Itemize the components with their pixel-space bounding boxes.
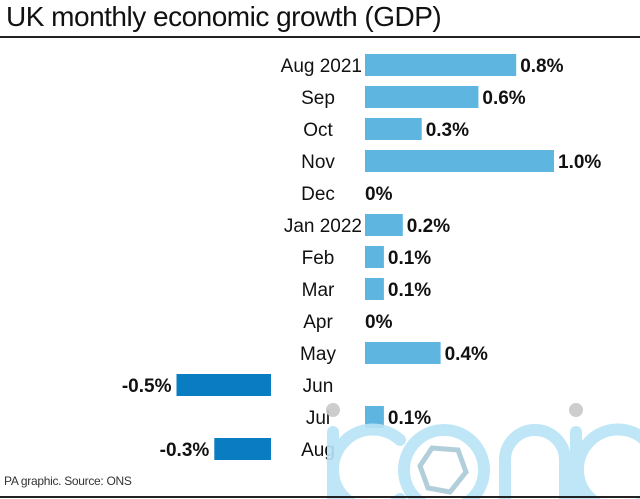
watermark-dot-i2 (569, 403, 583, 417)
bar-positive (365, 54, 517, 76)
category-label: Oct (303, 120, 333, 141)
data-label: 1.0% (558, 152, 601, 173)
watermark-stroke-c (326, 423, 406, 499)
data-label: 0.1% (388, 280, 431, 301)
watermark-hexagon (417, 445, 469, 495)
category-label: Dec (301, 184, 335, 205)
data-label: 0.4% (445, 344, 488, 365)
data-label: 0.6% (482, 88, 525, 109)
bar-positive (365, 150, 554, 172)
chart-title: UK monthly economic growth (GDP) (6, 1, 442, 32)
bar-positive (365, 278, 384, 300)
source-note: PA graphic. Source: ONS (4, 474, 132, 488)
data-label: 0.2% (407, 216, 450, 237)
category-label: Jul (306, 408, 330, 429)
category-label: Mar (302, 280, 335, 301)
data-label: 0.1% (388, 248, 431, 269)
category-label: Nov (301, 152, 335, 173)
watermark-stroke-n (499, 424, 571, 499)
data-label: 0% (365, 184, 393, 205)
bar-negative (176, 374, 271, 396)
top-divider (0, 36, 640, 38)
bar-positive (365, 406, 384, 428)
data-label: -0.3% (160, 440, 210, 461)
bar-positive (365, 342, 441, 364)
bottom-divider (0, 496, 640, 498)
category-label: Apr (303, 312, 333, 333)
bar-positive (365, 246, 384, 268)
category-label: Aug (301, 440, 335, 461)
bar-negative (214, 438, 271, 460)
watermark-stroke-o (398, 424, 490, 499)
data-label: 0.8% (520, 56, 563, 77)
data-label: 0.1% (388, 408, 431, 429)
watermark-dot-i (326, 403, 340, 417)
category-label: Aug 2021 (281, 56, 362, 77)
category-label: Jun (303, 376, 334, 397)
category-label: Sep (301, 88, 335, 109)
category-label: May (300, 344, 336, 365)
data-label: 0% (365, 312, 393, 333)
data-label: 0.3% (426, 120, 469, 141)
bar-positive (365, 214, 403, 236)
data-label: -0.5% (122, 376, 172, 397)
bar-positive (365, 86, 479, 108)
bar-positive (365, 118, 422, 140)
watermark-stroke-c2 (571, 423, 640, 499)
category-label: Feb (302, 248, 335, 269)
category-label: Jan 2022 (284, 216, 362, 237)
